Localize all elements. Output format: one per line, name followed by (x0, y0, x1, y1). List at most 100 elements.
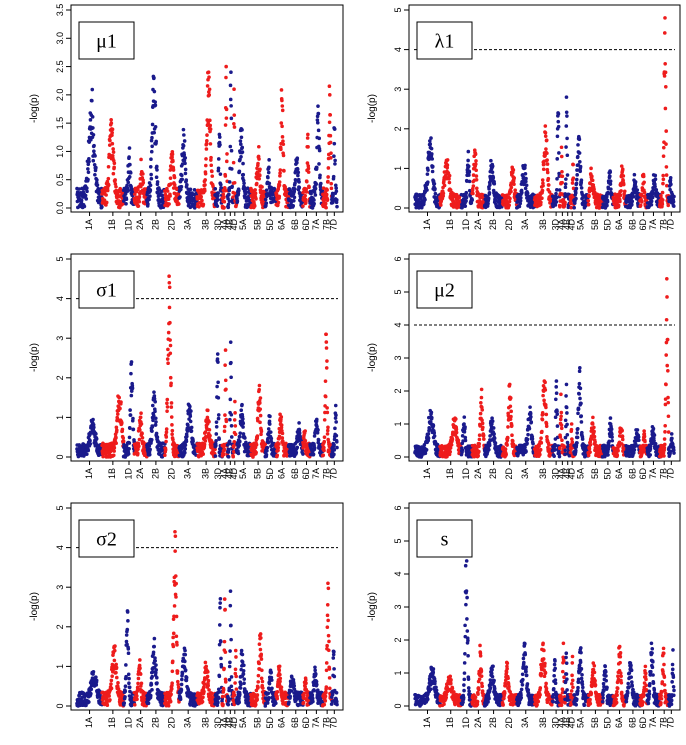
snp-point-2B (152, 396, 157, 401)
snp-point-3A (185, 429, 190, 433)
snp-point-7B (322, 435, 327, 439)
snp-point-2A (136, 451, 140, 456)
x-tick-label-7A: 7A (648, 219, 658, 230)
snp-point-1D (463, 438, 468, 443)
snp-point-5D (267, 181, 272, 186)
x-tick-label-4B: 4B (225, 468, 235, 479)
snp-point-1D (129, 371, 133, 376)
snp-point-3B (541, 167, 546, 172)
snp-point-5D (266, 427, 271, 431)
snp-point-6D (303, 193, 307, 198)
snp-point-7B (663, 61, 667, 66)
snp-point-5D (267, 422, 272, 426)
snp-point-3B (202, 189, 207, 193)
snp-point-7B (324, 192, 329, 197)
snp-point-1B (439, 203, 443, 207)
snp-point-5A (577, 369, 582, 374)
snp-point-5A (238, 431, 243, 435)
snp-point-6D (640, 200, 644, 204)
snp-point-5B (258, 396, 263, 400)
x-tick-label-2B: 2B (150, 468, 160, 479)
snp-point-7D (669, 182, 673, 187)
y-tick-label: 5 (393, 289, 403, 294)
snp-point-2B (492, 436, 497, 441)
snp-point-4B (564, 145, 568, 149)
snp-point-1D (467, 173, 471, 177)
snp-point-5A (240, 128, 244, 132)
snp-point-3B (205, 118, 210, 122)
snp-point-7A (316, 128, 321, 133)
snp-point-2D (168, 194, 172, 198)
snp-point-1D (128, 413, 133, 417)
snp-point-2B (154, 175, 159, 180)
snp-point-5D (605, 199, 610, 204)
snp-point-2A (480, 418, 484, 423)
snp-point-5B (258, 401, 262, 405)
snp-point-7B (329, 186, 334, 191)
snp-point-1D (126, 180, 131, 185)
snp-point-6B (295, 160, 299, 165)
snp-point-5A (577, 381, 582, 386)
snp-point-6D (304, 200, 308, 205)
x-tick-label-3A: 3A (520, 219, 530, 230)
snp-point-6B (297, 185, 302, 190)
snp-point-5B (254, 442, 259, 447)
snp-point-6D (305, 179, 309, 184)
snp-point-7A (653, 177, 658, 181)
snp-point-2B (149, 172, 153, 177)
snp-point-6A (278, 171, 282, 175)
x-tick-label-6A: 6A (277, 219, 287, 230)
snp-point-1A (79, 198, 84, 203)
snp-point-5A (574, 181, 579, 186)
snp-point-2B (151, 413, 156, 418)
snp-point-3D (552, 454, 556, 458)
snp-point-5A (241, 421, 246, 426)
x-tick-label-1A: 1A (422, 219, 432, 230)
snp-point-5A (243, 436, 247, 440)
snp-point-4D (232, 418, 237, 422)
snp-point-4A (224, 64, 228, 69)
snp-point-1B (454, 430, 459, 435)
snp-point-7D (334, 440, 339, 444)
snp-point-2A (141, 180, 146, 185)
snp-point-7B (321, 186, 326, 191)
snp-point-5A (241, 161, 245, 166)
x-tick-label-6D: 6D (638, 219, 648, 231)
snp-point-4D (569, 427, 574, 432)
snp-point-4B (563, 182, 568, 186)
snp-point-3B (197, 204, 201, 209)
snp-point-7D (333, 158, 337, 163)
snp-point-1A (91, 132, 96, 137)
snp-point-4A (222, 447, 227, 452)
snp-point-7B (663, 70, 668, 75)
snp-point-3D (553, 448, 557, 452)
snp-point-3B (539, 441, 544, 445)
snp-point-3D (219, 182, 223, 187)
snp-point-1B (120, 427, 125, 432)
snp-point-5B (254, 450, 258, 455)
snp-point-6A (279, 121, 284, 125)
snp-point-6B (296, 173, 300, 178)
snp-point-1A (87, 157, 91, 161)
snp-point-5D (609, 187, 613, 191)
snp-point-4D (232, 181, 237, 185)
snp-point-4B (226, 205, 231, 210)
snp-point-3D (215, 204, 220, 208)
y-tick-label: 4 (393, 322, 403, 327)
snp-point-3B (545, 158, 549, 162)
snp-point-7D (334, 198, 339, 202)
snp-point-3A (179, 184, 184, 189)
snp-point-2D (505, 436, 510, 440)
snp-point-1B (120, 421, 124, 425)
snp-point-7A (649, 202, 654, 207)
snp-point-4D (570, 181, 575, 185)
snp-point-2D (508, 196, 512, 201)
snp-point-1B (110, 127, 115, 132)
snp-point-1B (114, 425, 119, 430)
snp-point-2A (476, 454, 481, 458)
snp-point-5A (574, 177, 579, 182)
snp-point-2A (473, 152, 478, 157)
snp-point-5A (579, 401, 583, 406)
snp-point-3B (210, 169, 214, 174)
snp-point-1B (101, 454, 105, 459)
